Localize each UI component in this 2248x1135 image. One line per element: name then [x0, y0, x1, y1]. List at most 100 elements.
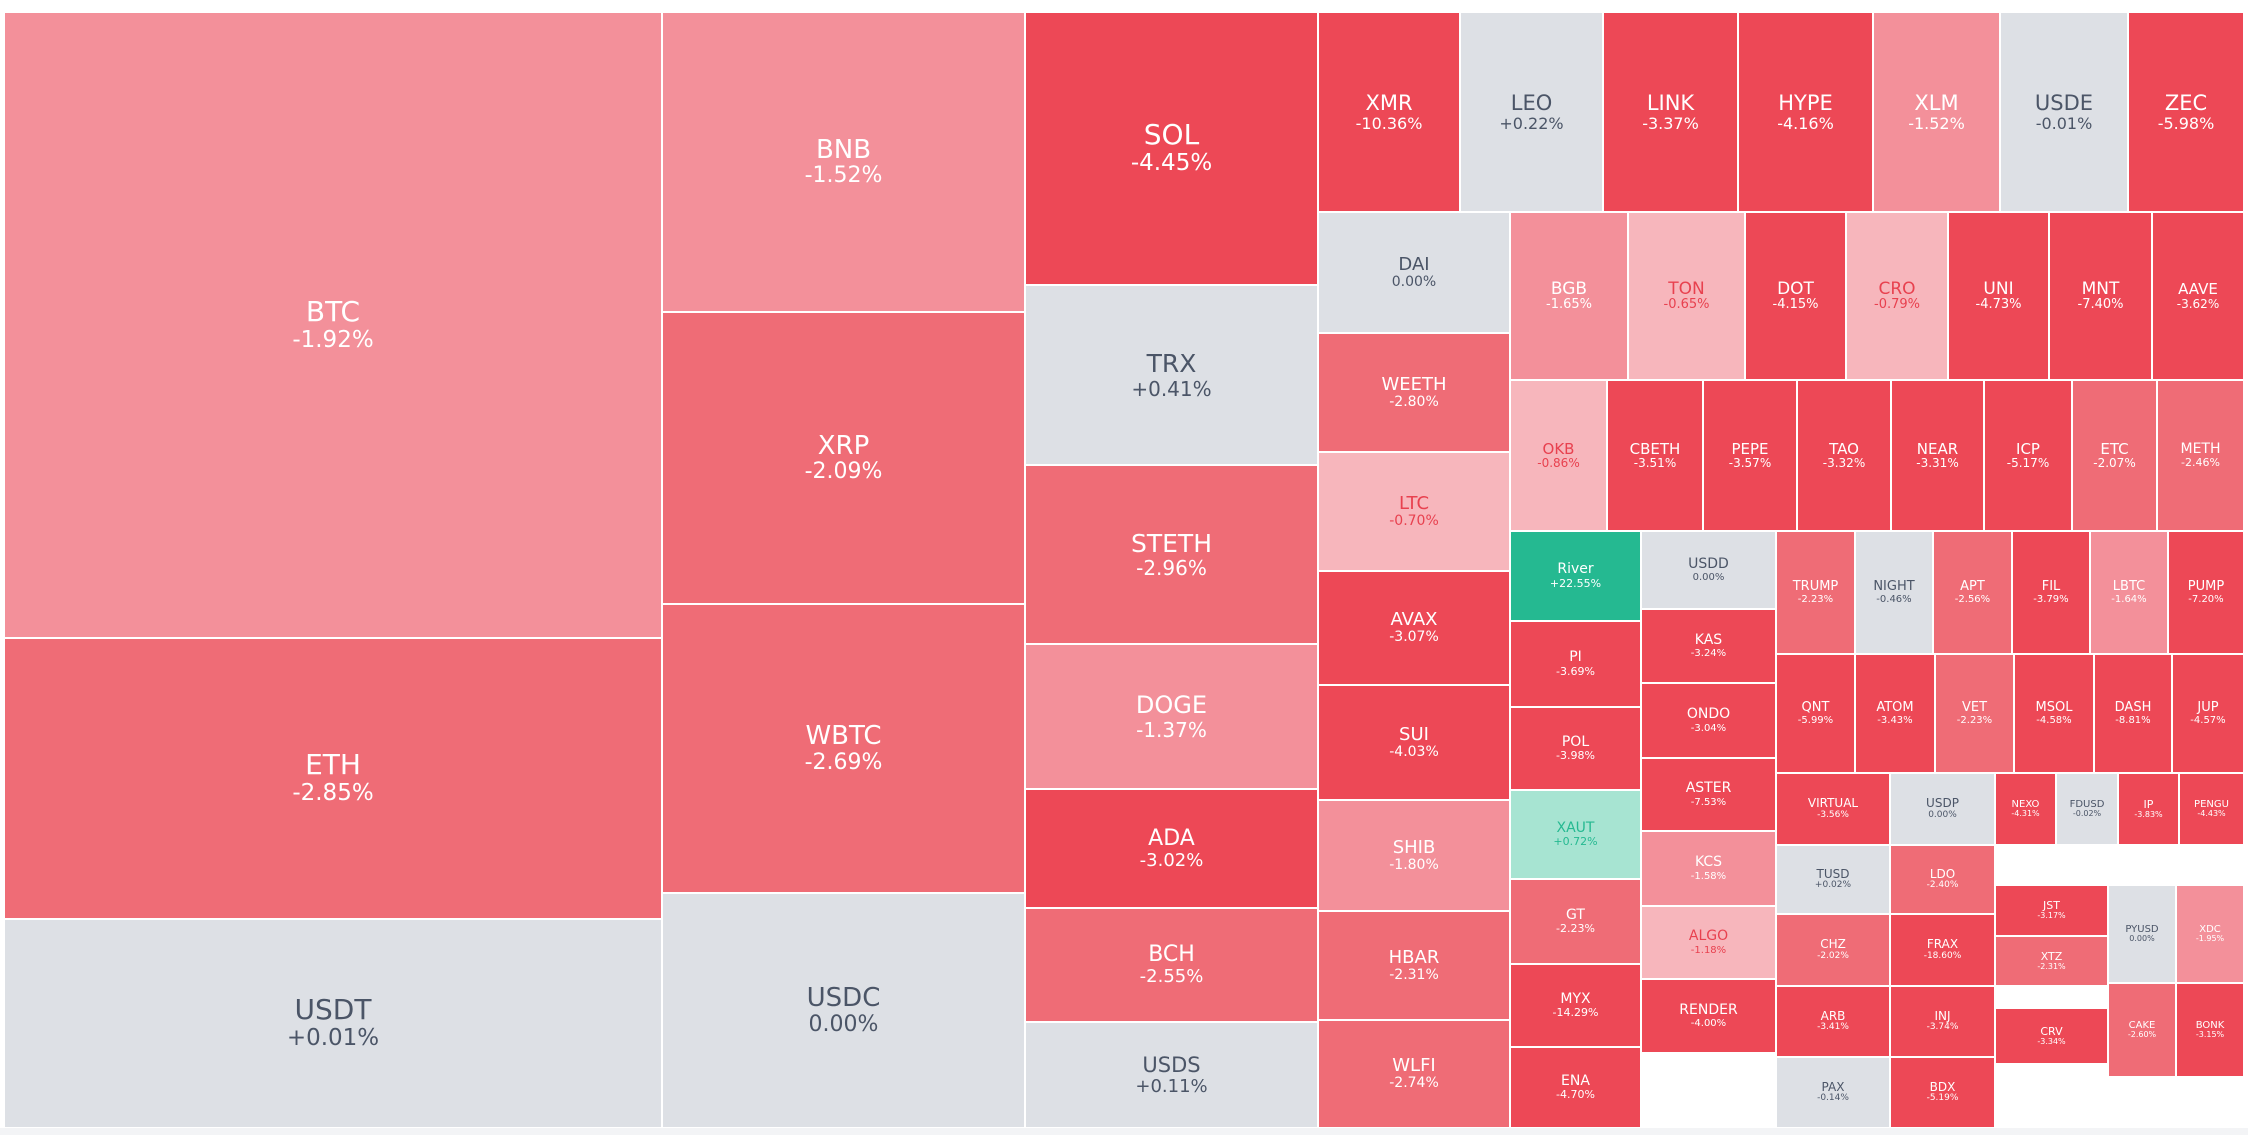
treemap-tile-vet-69[interactable]: VET -2.23%	[1935, 654, 2014, 773]
treemap-tile-chz-84[interactable]: CHZ -2.02%	[1776, 914, 1890, 986]
treemap-tile-link-16[interactable]: LINK -3.37%	[1603, 12, 1738, 212]
treemap-tile-usdd-52[interactable]: USDD 0.00%	[1641, 531, 1776, 609]
tile-symbol: BTC	[305, 294, 361, 328]
treemap-tile-aster-55[interactable]: ASTER -7.53%	[1641, 758, 1776, 831]
treemap-tile-virtual-73[interactable]: VIRTUAL -3.56%	[1776, 773, 1890, 845]
tile-change: -0.79%	[1874, 297, 1920, 313]
treemap-tile-algo-57[interactable]: ALGO -1.18%	[1641, 906, 1776, 979]
tile-symbol: CAKE	[2128, 1020, 2156, 1032]
treemap-tile-meth-44[interactable]: METH -2.46%	[2157, 380, 2244, 531]
treemap-tile-river-45[interactable]: River +22.55%	[1510, 531, 1641, 621]
treemap-tile-cbeth-38[interactable]: CBETH -3.51%	[1607, 380, 1703, 531]
treemap-tile-sui-25[interactable]: SUI -4.03%	[1318, 685, 1510, 800]
treemap-tile-render-58[interactable]: RENDER -4.00%	[1641, 979, 1776, 1053]
treemap-tile-cro-32[interactable]: CRO -0.79%	[1846, 212, 1948, 380]
treemap-tile-dash-71[interactable]: DASH -8.81%	[2094, 654, 2172, 773]
tile-symbol: OKB	[1542, 439, 1575, 458]
treemap-tile-atom-68[interactable]: ATOM -3.43%	[1855, 654, 1935, 773]
treemap-tile-zec-20[interactable]: ZEC -5.98%	[2128, 12, 2244, 212]
treemap-tile-aave-36[interactable]: AAVE -3.62%	[2152, 212, 2244, 380]
treemap-tile-dot-31[interactable]: DOT -4.15%	[1745, 212, 1846, 380]
treemap-tile-ltc-23[interactable]: LTC -0.70%	[1318, 452, 1510, 571]
treemap-tile-frax-85[interactable]: FRAX -18.60%	[1890, 914, 1995, 986]
treemap-tile-crv-89[interactable]: CRV -3.34%	[1995, 1008, 2108, 1064]
treemap-tile-pengu-78[interactable]: PENGU -4.43%	[2179, 773, 2244, 845]
treemap-tile-gt-49[interactable]: GT -2.23%	[1510, 879, 1641, 964]
treemap-tile-kcs-56[interactable]: KCS -1.58%	[1641, 831, 1776, 906]
treemap-tile-wlfi-28[interactable]: WLFI -2.74%	[1318, 1020, 1510, 1128]
treemap-tile-avax-24[interactable]: AVAX -3.07%	[1318, 571, 1510, 685]
treemap-tile-usde-19[interactable]: USDE -0.01%	[2000, 12, 2128, 212]
treemap-tile-pyusd-82[interactable]: PYUSD 0.00%	[2108, 885, 2176, 983]
treemap-tile-leo-15[interactable]: LEO +0.22%	[1460, 12, 1603, 212]
treemap-tile-usdp-74[interactable]: USDP 0.00%	[1890, 773, 1995, 845]
treemap-tile-fdusd-76[interactable]: FDUSD -0.02%	[2056, 773, 2118, 845]
treemap-tile-jup-72[interactable]: JUP -4.57%	[2172, 654, 2244, 773]
treemap-tile-okb-37[interactable]: OKB -0.86%	[1510, 380, 1607, 531]
treemap-tile-near-41[interactable]: NEAR -3.31%	[1891, 380, 1984, 531]
treemap-tile-jst-81[interactable]: JST -3.17%	[1995, 885, 2108, 936]
treemap-tile-tusd-79[interactable]: TUSD +0.02%	[1776, 845, 1890, 914]
treemap-tile-nexo-75[interactable]: NEXO -4.31%	[1995, 773, 2056, 845]
treemap-tile-doge-10[interactable]: DOGE -1.37%	[1025, 644, 1318, 789]
treemap-tile-xlm-18[interactable]: XLM -1.52%	[1873, 12, 2000, 212]
tile-symbol: BCH	[1148, 942, 1195, 967]
treemap-tile-wbtc-5[interactable]: WBTC -2.69%	[662, 604, 1025, 893]
treemap-tile-myx-50[interactable]: MYX -14.29%	[1510, 964, 1641, 1047]
treemap-tile-pump-66[interactable]: PUMP -7.20%	[2168, 531, 2244, 654]
treemap-tile-bonk-91[interactable]: BONK -3.15%	[2176, 983, 2244, 1077]
treemap-tile-dai-21[interactable]: DAI 0.00%	[1318, 212, 1510, 333]
treemap-tile-pax-92[interactable]: PAX -0.14%	[1776, 1057, 1890, 1128]
treemap-tile-steth-9[interactable]: STETH -2.96%	[1025, 465, 1318, 644]
treemap-tile-ada-11[interactable]: ADA -3.02%	[1025, 789, 1318, 908]
treemap-tile-kas-53[interactable]: KAS -3.24%	[1641, 609, 1776, 683]
tile-change: -0.14%	[1817, 1093, 1849, 1104]
treemap-tile-bdx-93[interactable]: BDX -5.19%	[1890, 1057, 1995, 1128]
treemap-tile-etc-43[interactable]: ETC -2.07%	[2072, 380, 2157, 531]
treemap-tile-bgb-29[interactable]: BGB -1.65%	[1510, 212, 1628, 380]
treemap-tile-msol-70[interactable]: MSOL -4.58%	[2014, 654, 2094, 773]
tile-change: -4.16%	[1777, 113, 1834, 133]
treemap-tile-icp-42[interactable]: ICP -5.17%	[1984, 380, 2072, 531]
treemap-tile-apt-61[interactable]: APT -2.56%	[1933, 531, 2012, 654]
treemap-tile-sol-7[interactable]: SOL -4.45%	[1025, 12, 1318, 285]
treemap-tile-xdc-83[interactable]: XDC -1.95%	[2176, 885, 2244, 983]
treemap-tile-shib-26[interactable]: SHIB -1.80%	[1318, 800, 1510, 911]
treemap-tile-ondo-54[interactable]: ONDO -3.04%	[1641, 683, 1776, 758]
treemap-tile-lbtc-65[interactable]: LBTC -1.64%	[2090, 531, 2168, 654]
treemap-tile-xrp-4[interactable]: XRP -2.09%	[662, 312, 1025, 604]
treemap-tile-xmr-14[interactable]: XMR -10.36%	[1318, 12, 1460, 212]
treemap-tile-ip-77[interactable]: IP -3.83%	[2118, 773, 2179, 845]
treemap-tile-hbar-27[interactable]: HBAR -2.31%	[1318, 911, 1510, 1020]
treemap-tile-qnt-67[interactable]: QNT -5.99%	[1776, 654, 1855, 773]
treemap-tile-fil-62[interactable]: FIL -3.79%	[2012, 531, 2090, 654]
tile-change: -4.73%	[1975, 297, 2022, 313]
treemap-tile-arb-87[interactable]: ARB -3.41%	[1776, 986, 1890, 1057]
treemap-tile-xtz-86[interactable]: XTZ -2.31%	[1995, 936, 2108, 986]
treemap-tile-bnb-3[interactable]: BNB -1.52%	[662, 12, 1025, 312]
treemap-tile-xaut-48[interactable]: XAUT +0.72%	[1510, 790, 1641, 879]
treemap-tile-trump-59[interactable]: TRUMP -2.23%	[1776, 531, 1855, 654]
treemap-tile-uni-33[interactable]: UNI -4.73%	[1948, 212, 2049, 380]
treemap-tile-usds-13[interactable]: USDS +0.11%	[1025, 1022, 1318, 1128]
treemap-tile-ldo-80[interactable]: LDO -2.40%	[1890, 845, 1995, 914]
treemap-tile-eth-1[interactable]: ETH -2.85%	[4, 638, 662, 919]
tile-change: -1.37%	[1136, 717, 1207, 742]
treemap-tile-night-60[interactable]: NIGHT -0.46%	[1855, 531, 1933, 654]
treemap-tile-pepe-39[interactable]: PEPE -3.57%	[1703, 380, 1797, 531]
treemap-tile-trx-8[interactable]: TRX +0.41%	[1025, 285, 1318, 465]
treemap-tile-ena-51[interactable]: ENA -4.70%	[1510, 1047, 1641, 1128]
treemap-tile-weeth-22[interactable]: WEETH -2.80%	[1318, 333, 1510, 452]
treemap-tile-pol-47[interactable]: POL -3.98%	[1510, 707, 1641, 790]
treemap-tile-cake-90[interactable]: CAKE -2.60%	[2108, 983, 2176, 1077]
treemap-tile-inj-88[interactable]: INJ -3.74%	[1890, 986, 1995, 1057]
treemap-tile-bch-12[interactable]: BCH -2.55%	[1025, 908, 1318, 1022]
treemap-tile-tao-40[interactable]: TAO -3.32%	[1797, 380, 1891, 531]
treemap-tile-btc-0[interactable]: BTC -1.92%	[4, 12, 662, 638]
treemap-tile-hype-17[interactable]: HYPE -4.16%	[1738, 12, 1873, 212]
treemap-tile-mnt-34[interactable]: MNT -7.40%	[2049, 212, 2152, 380]
treemap-tile-usdt-2[interactable]: USDT +0.01%	[4, 919, 662, 1128]
treemap-tile-usdc-6[interactable]: USDC 0.00%	[662, 893, 1025, 1128]
treemap-tile-ton-30[interactable]: TON -0.65%	[1628, 212, 1745, 380]
treemap-tile-pi-46[interactable]: PI -3.69%	[1510, 621, 1641, 707]
